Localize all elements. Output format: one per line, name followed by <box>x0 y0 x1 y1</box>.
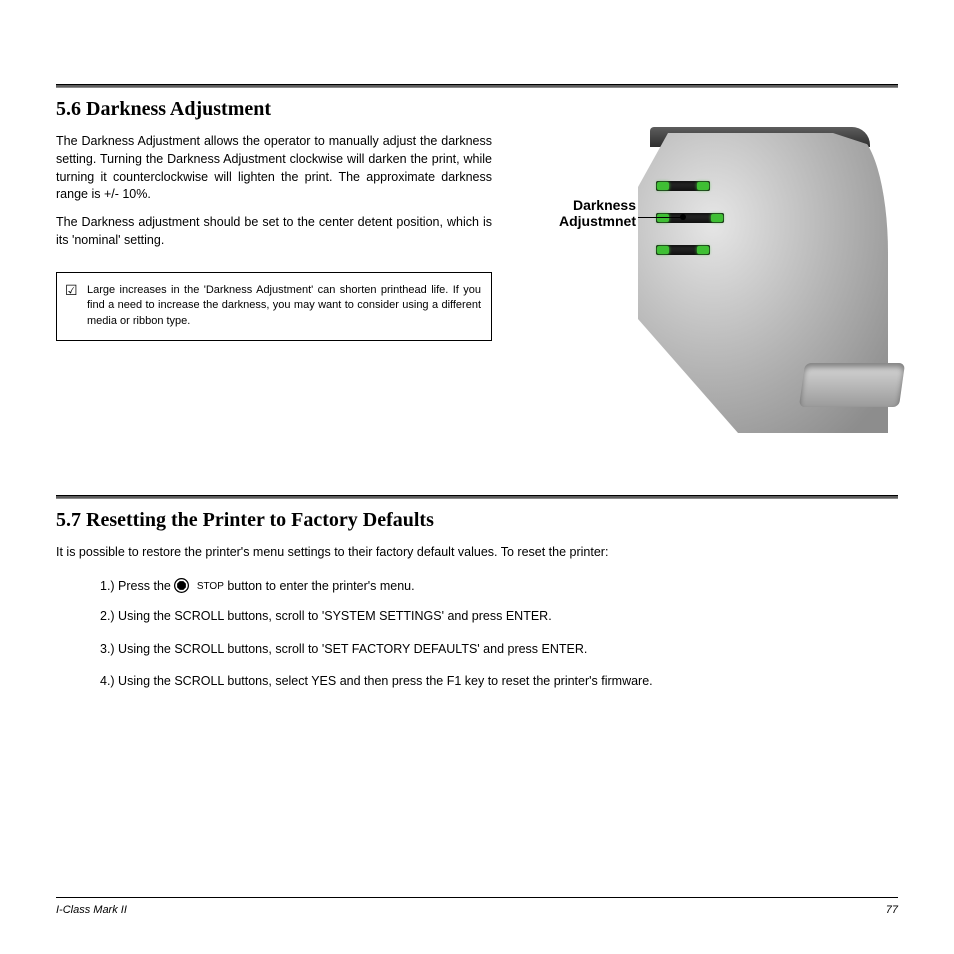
note-text: Large increases in the 'Darkness Adjustm… <box>87 283 481 331</box>
stop-icon <box>174 578 189 593</box>
section-darkness-body: The Darkness Adjustment allows the opera… <box>56 133 898 433</box>
footer-rule <box>56 897 898 898</box>
section-reset-body: It is possible to restore the printer's … <box>56 544 898 691</box>
stop-label: STOP <box>197 581 224 592</box>
step-4: 4.) Using the SCROLL buttons, select YES… <box>100 672 898 691</box>
paragraph: It is possible to restore the printer's … <box>56 544 898 562</box>
paragraph: The Darkness Adjustment allows the opera… <box>56 133 492 204</box>
footer-product-name: I-Class Mark II <box>56 904 127 916</box>
printer-roller <box>799 363 905 407</box>
printer-body <box>638 133 888 433</box>
step-2: 2.) Using the SCROLL buttons, scroll to … <box>100 607 898 626</box>
darkness-adjustment-knob <box>656 213 724 223</box>
step-1: 1.) Press the STOP button to enter the p… <box>100 578 898 593</box>
step-text: button to enter the printer's menu. <box>227 579 414 593</box>
callout-leader-line <box>638 217 684 218</box>
step-text: 1.) Press the <box>100 579 174 593</box>
right-column: DarknessAdjustmnet <box>508 133 898 433</box>
callout-label-darkness: DarknessAdjustmnet <box>526 197 636 229</box>
divider-bar-top <box>56 84 898 88</box>
paragraph: The Darkness adjustment should be set to… <box>56 214 492 250</box>
printer-illustration: DarknessAdjustmnet <box>518 133 898 433</box>
section-heading-reset: 5.7 Resetting the Printer to Factory Def… <box>56 509 898 532</box>
button-slot <box>656 245 710 255</box>
section-heading-darkness: 5.6 Darkness Adjustment <box>56 98 898 121</box>
left-column: The Darkness Adjustment allows the opera… <box>56 133 508 433</box>
divider-bar-mid <box>56 495 898 499</box>
document-page: 5.6 Darkness Adjustment The Darkness Adj… <box>0 0 954 954</box>
page-footer: I-Class Mark II 77 <box>56 897 898 916</box>
footer-page-number: 77 <box>886 904 898 916</box>
note-box: ☑ Large increases in the 'Darkness Adjus… <box>56 272 492 342</box>
step-3: 3.) Using the SCROLL buttons, scroll to … <box>100 640 898 659</box>
checkmark-icon: ☑ <box>65 283 81 297</box>
button-slot <box>656 181 710 191</box>
